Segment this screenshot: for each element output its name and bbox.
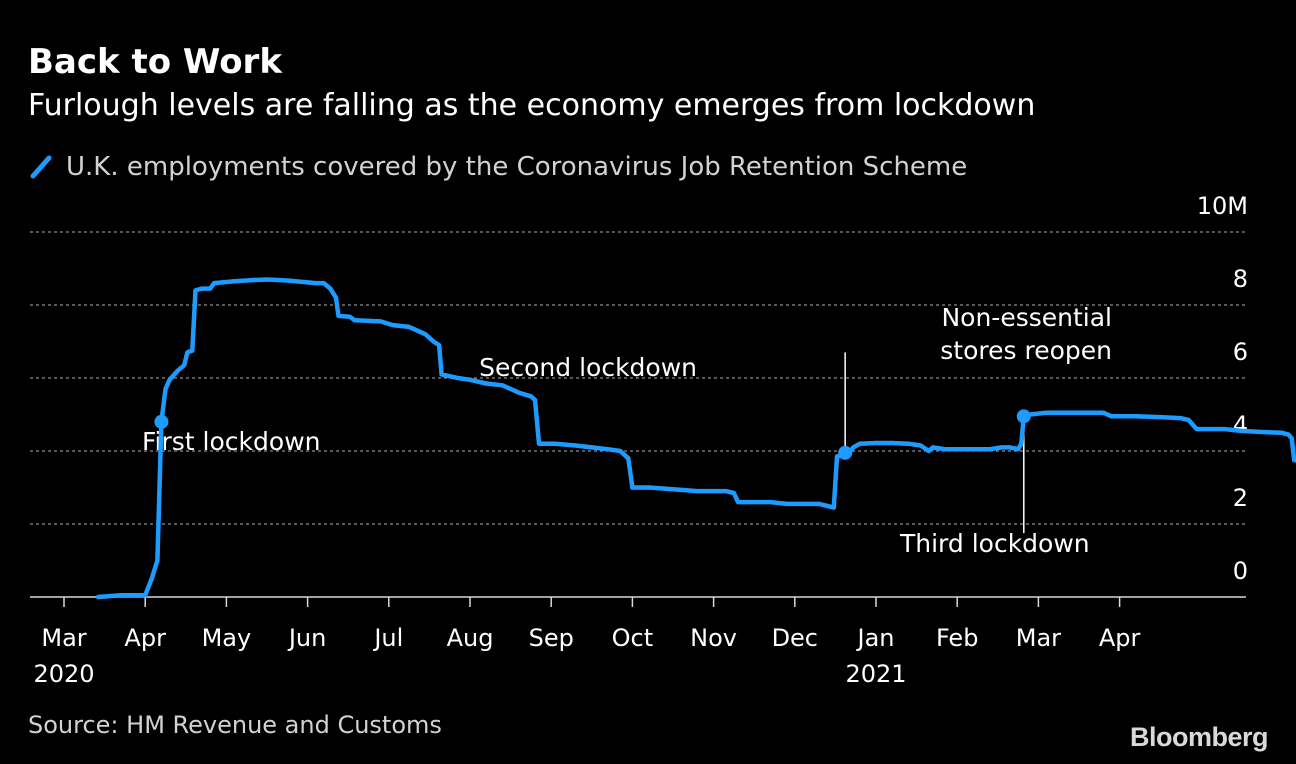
y-tick-label: 0 <box>1233 557 1248 585</box>
annotations: First lockdown Second lockdown Third lockd… <box>142 303 1112 558</box>
markers <box>154 409 1031 460</box>
event-marker <box>1016 409 1031 424</box>
y-tick-label: 8 <box>1233 265 1248 293</box>
annotation-label: Non-essential stores reopen <box>940 303 1112 365</box>
x-tick-label: Jun <box>287 624 327 652</box>
chart-subtitle: Furlough levels are falling as the econo… <box>28 88 1036 123</box>
x-tick-label: Jan <box>856 624 895 652</box>
x-tick-label: Jul <box>372 624 403 652</box>
annotation-label-line: stores reopen <box>940 336 1112 365</box>
series-line <box>95 277 1296 600</box>
y-axis: 0 2 4 6 8 10M <box>1197 192 1248 585</box>
bloomberg-logo: Bloomberg <box>1129 722 1269 752</box>
x-axis-labels: Mar 2020 Apr May Jun Jul Aug Sep Oct Nov Dec Jan 202… <box>33 624 1140 688</box>
legend-label: U.K. employments covered by the Coronavi… <box>66 152 968 182</box>
x-tick-label: Oct <box>612 624 654 652</box>
x-axis <box>30 596 1246 607</box>
x-tick-year-label: 2021 <box>845 660 906 688</box>
x-tick-label: Apr <box>1099 624 1141 652</box>
annotation-label-line: Second lockdown <box>479 353 697 382</box>
x-tick-label: Mar <box>1016 624 1061 652</box>
x-tick-label: May <box>202 624 252 652</box>
x-tick-label: Nov <box>690 624 737 652</box>
series <box>95 277 1296 600</box>
annotation-label: Third lockdown <box>899 529 1090 558</box>
y-tick-label: 6 <box>1233 338 1248 366</box>
gridlines <box>30 231 1246 525</box>
y-tick-label: 2 <box>1233 484 1248 512</box>
legend: U.K. employments covered by the Coronavi… <box>30 150 967 184</box>
y-tick-label: 10M <box>1197 192 1248 220</box>
x-tick-label: Aug <box>447 624 494 652</box>
annotation-label: First lockdown <box>142 427 320 456</box>
chart-title: Back to Work <box>28 42 282 82</box>
x-tick-label: Dec <box>772 624 818 652</box>
annotation-label-line: First lockdown <box>142 427 320 456</box>
source-note: Source: HM Revenue and Customs <box>28 711 442 739</box>
annotation-label: Second lockdown <box>479 353 697 382</box>
x-tick-label: Sep <box>529 624 574 652</box>
x-tick-label: Apr <box>124 624 166 652</box>
annotation-label-line: Third lockdown <box>899 529 1090 558</box>
event-marker <box>838 445 853 460</box>
x-tick-label: Mar <box>41 624 86 652</box>
event-marker <box>154 414 169 429</box>
x-tick-year-label: 2020 <box>33 660 94 688</box>
y-tick-label: 4 <box>1233 411 1248 439</box>
x-tick-label: Feb <box>936 624 979 652</box>
legend-line-icon <box>30 155 52 179</box>
annotation-label-line: Non-essential <box>941 303 1112 332</box>
